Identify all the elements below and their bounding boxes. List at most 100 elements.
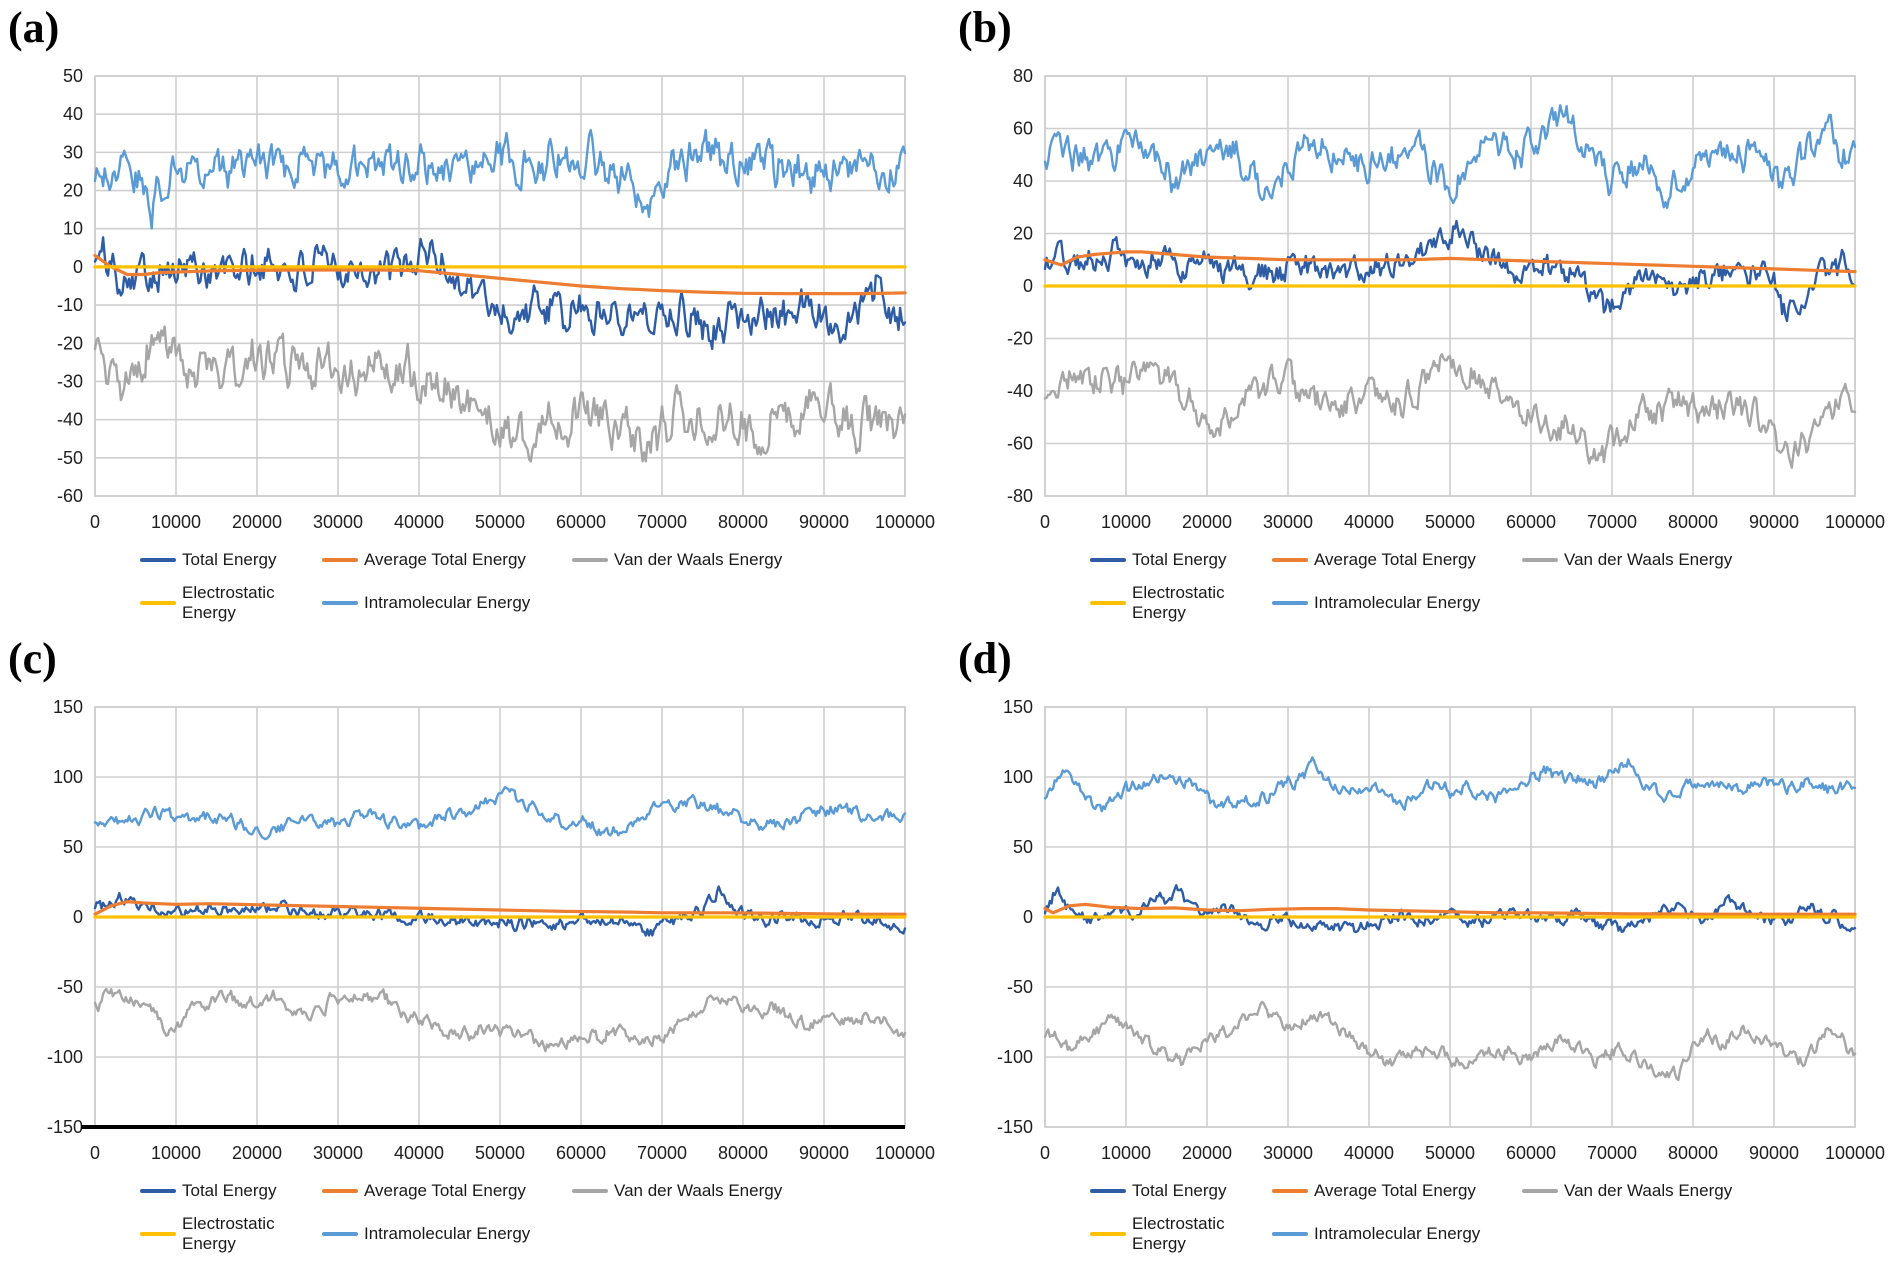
x-tick-label: 100000 — [1825, 1143, 1885, 1163]
y-tick-label: 10 — [63, 219, 83, 239]
x-tick-label: 0 — [1040, 512, 1050, 532]
series-line-van-der-waals-energy — [93, 987, 907, 1053]
panel-a-label: (a) — [8, 3, 60, 52]
panel-a: (a) 50 40 30 20 10 0 -10 -20 -30 -40 -50 -60 0 10000 2… — [0, 0, 950, 631]
legend-swatch-van-der-waals-energy — [1522, 558, 1558, 562]
legend-swatch-electrostatic-energy — [140, 1232, 176, 1236]
legend-label: Van der Waals Energy — [1564, 550, 1733, 569]
legend-item-intramolecular-energy: Intramolecular Energy — [322, 1224, 572, 1244]
legend-item-total-energy: Total Energy — [140, 550, 322, 570]
x-tick-label: 60000 — [556, 512, 606, 532]
series-line-total-energy — [1043, 219, 1857, 323]
x-tick-label: 100000 — [875, 512, 935, 532]
y-tick-label: 60 — [1013, 119, 1033, 139]
legend-item-average-total-energy: Average Total Energy — [1272, 1181, 1522, 1201]
x-tick-label: 80000 — [1668, 512, 1718, 532]
y-tick-label: -80 — [1007, 486, 1033, 506]
legend-item-total-energy: Total Energy — [140, 1181, 322, 1201]
series-line-total-energy — [1043, 884, 1857, 934]
legend-label: Intramolecular Energy — [1314, 1224, 1481, 1243]
x-tick-label: 30000 — [1263, 512, 1313, 532]
legend-item-electrostatic-energy: Electrostatic Energy — [140, 583, 322, 623]
legend-swatch-average-total-energy — [1272, 1189, 1308, 1193]
legend-item-total-energy: Total Energy — [1090, 550, 1272, 570]
legend-d: Total Energy Average Total Energy Van der … — [1090, 1181, 1900, 1254]
y-tick-label: -10 — [57, 295, 83, 315]
y-tick-label: -20 — [57, 333, 83, 353]
series-line-intramolecular-energy — [1043, 756, 1857, 813]
y-tick-label: 20 — [63, 181, 83, 201]
legend-label: Total Energy — [182, 1181, 277, 1200]
x-tick-label: 20000 — [232, 1143, 282, 1163]
y-tick-label: 50 — [1013, 837, 1033, 857]
legend-swatch-total-energy — [140, 1189, 176, 1193]
legend-label: Van der Waals Energy — [1564, 1181, 1733, 1200]
x-tick-label: 80000 — [1668, 1143, 1718, 1163]
legend-row-1: Total Energy Average Total Energy Van der … — [1090, 550, 1900, 570]
x-tick-label: 40000 — [394, 1143, 444, 1163]
legend-label: Total Energy — [182, 550, 277, 569]
series-line-average-total-energy — [1043, 250, 1857, 274]
y-tick-label: -150 — [47, 1117, 83, 1137]
legend-swatch-van-der-waals-energy — [572, 558, 608, 562]
legend-swatch-total-energy — [1090, 1189, 1126, 1193]
series-line-total-energy — [93, 236, 907, 351]
y-tick-label: -60 — [57, 486, 83, 506]
legend-b: Total Energy Average Total Energy Van der … — [1090, 550, 1900, 623]
x-tick-label: 30000 — [1263, 1143, 1313, 1163]
legend-item-van-der-waals-energy: Van der Waals Energy — [1522, 550, 1732, 570]
legend-row-2: Electrostatic Energy Intramolecular Energ… — [1090, 583, 1900, 623]
series-line-average-total-energy — [93, 253, 907, 296]
x-tick-label: 20000 — [232, 512, 282, 532]
legend-row-2: Electrostatic Energy Intramolecular Energ… — [140, 583, 950, 623]
legend-label: Electrostatic Energy — [1132, 583, 1225, 622]
legend-swatch-van-der-waals-energy — [572, 1189, 608, 1193]
panel-d: (d) 150 100 50 0 -50 -100 -150 0 10000 20000 30000… — [950, 631, 1900, 1262]
x-tick-label: 70000 — [637, 1143, 687, 1163]
legend-row-1: Total Energy Average Total Energy Van der … — [140, 1181, 950, 1201]
x-tick-label: 10000 — [1101, 1143, 1151, 1163]
series-line-van-der-waals-energy — [1043, 353, 1857, 469]
x-tick-label: 50000 — [475, 512, 525, 532]
legend-a: Total Energy Average Total Energy Van der … — [140, 550, 950, 623]
x-tick-label: 10000 — [1101, 512, 1151, 532]
x-tick-label: 50000 — [1425, 512, 1475, 532]
y-tick-label: 80 — [1013, 66, 1033, 86]
y-tick-label: -60 — [1007, 434, 1033, 454]
legend-item-average-total-energy: Average Total Energy — [322, 1181, 572, 1201]
panel-d-label: (d) — [958, 634, 1012, 683]
x-tick-label: 60000 — [1506, 512, 1556, 532]
legend-swatch-average-total-energy — [322, 1189, 358, 1193]
x-tick-label: 0 — [90, 512, 100, 532]
legend-item-electrostatic-energy: Electrostatic Energy — [1090, 1214, 1272, 1254]
legend-swatch-total-energy — [140, 558, 176, 562]
y-tick-label: 0 — [1023, 907, 1033, 927]
x-tick-label: 10000 — [151, 512, 201, 532]
legend-label: Van der Waals Energy — [614, 1181, 783, 1200]
x-tick-label: 20000 — [1182, 1143, 1232, 1163]
panel-c: (c) 150 100 50 0 -50 -100 -150 0 10000 20000 30000… — [0, 631, 950, 1262]
x-tick-label: 100000 — [875, 1143, 935, 1163]
x-tick-label: 90000 — [799, 1143, 849, 1163]
legend-label: Average Total Energy — [1314, 1181, 1476, 1200]
energy-chart-b: 80 60 40 20 0 -20 -40 -60 -80 0 10000 20000 30000 400… — [1007, 66, 1885, 532]
y-tick-label: 150 — [1003, 697, 1033, 717]
panel-b: (b) 80 60 40 20 0 -20 -40 -60 -80 0 10000 20000 3000… — [950, 0, 1900, 631]
y-tick-label: 50 — [63, 66, 83, 86]
y-tick-label: -50 — [1007, 977, 1033, 997]
x-tick-label: 90000 — [1749, 1143, 1799, 1163]
legend-swatch-average-total-energy — [322, 558, 358, 562]
legend-item-electrostatic-energy: Electrostatic Energy — [1090, 583, 1272, 623]
legend-label: Intramolecular Energy — [1314, 593, 1481, 612]
y-tick-label: 0 — [1023, 276, 1033, 296]
legend-swatch-electrostatic-energy — [1090, 601, 1126, 605]
series-line-average-total-energy — [1043, 902, 1857, 916]
x-tick-label: 50000 — [475, 1143, 525, 1163]
y-tick-label: -50 — [57, 448, 83, 468]
energy-chart-d: 150 100 50 0 -50 -100 -150 0 10000 20000 30000 4000… — [997, 697, 1885, 1163]
legend-label: Van der Waals Energy — [614, 550, 783, 569]
x-tick-label: 0 — [1040, 1143, 1050, 1163]
legend-row-1: Total Energy Average Total Energy Van der … — [140, 550, 950, 570]
legend-label: Total Energy — [1132, 550, 1227, 569]
